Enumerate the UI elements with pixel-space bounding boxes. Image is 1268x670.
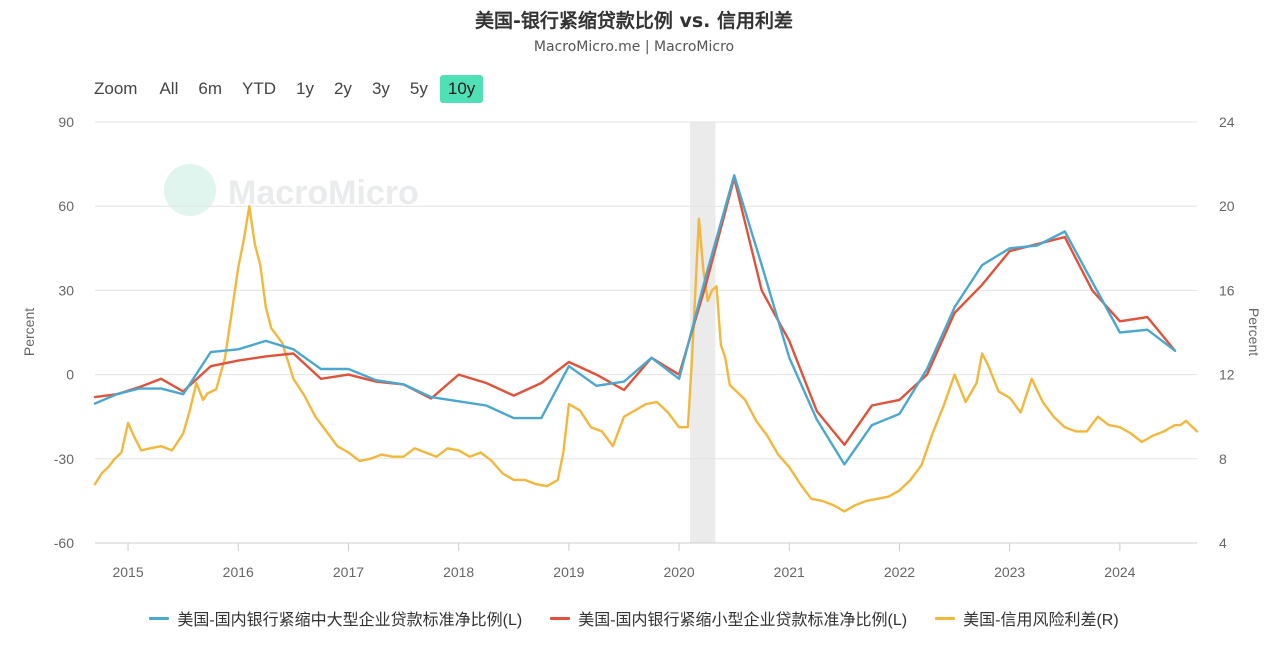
x-tick-label: 2016	[223, 564, 254, 580]
legend-swatch-large-firms	[149, 616, 170, 620]
x-tick-label: 2019	[553, 564, 584, 580]
zoom-button-1y[interactable]: 1y	[296, 79, 314, 98]
legend-swatch-credit-spread	[935, 616, 956, 620]
y-axis-right-label: Percent	[1246, 308, 1262, 356]
x-tick-label: 2018	[443, 564, 474, 580]
watermark: MacroMicro	[164, 164, 419, 216]
zoom-button-5y[interactable]: 5y	[409, 79, 428, 98]
zoom-button-ytd[interactable]: YTD	[242, 79, 276, 98]
series-line-small-firms	[93, 176, 1177, 446]
x-tick-label: 2021	[774, 564, 805, 580]
legend-swatch-small-firms	[550, 616, 571, 620]
y-left-tick-label: -30	[54, 451, 74, 467]
x-tick-label: 2024	[1104, 564, 1135, 580]
y-left-tick-label: 30	[58, 282, 74, 298]
chart-subtitle: MacroMicro.me | MacroMicro	[533, 39, 735, 55]
y-right-tick-label: 16	[1219, 282, 1235, 298]
zoom-button-2y[interactable]: 2y	[333, 79, 352, 98]
series-line-credit-spread	[93, 204, 1199, 513]
y-left-tick-label: 60	[58, 198, 74, 214]
zoom-toolbar: Zoom All 6m YTD 1y 2y 3y 5y 10y	[90, 74, 487, 104]
x-tick-label: 2015	[112, 564, 143, 580]
x-tick-label: 2023	[994, 564, 1025, 580]
x-tick-label: 2020	[663, 564, 694, 580]
y-right-tick-label: 8	[1219, 451, 1227, 467]
zoom-button-all[interactable]: All	[159, 79, 179, 98]
y-right-tick-label: 4	[1219, 535, 1227, 551]
legend-label-large-firms: 美国-国内银行紧缩中大型企业贷款标准净比例(L)	[177, 612, 523, 629]
zoom-button-6m[interactable]: 6m	[198, 79, 222, 98]
zoom-button-3y[interactable]: 3y	[371, 79, 390, 98]
legend-item-credit-spread[interactable]: 美国-信用风险利差(R)	[935, 606, 1119, 630]
legend-item-large-firms[interactable]: 美国-国内银行紧缩中大型企业贷款标准净比例(L)	[149, 606, 522, 630]
watermark-logo-icon	[164, 164, 216, 216]
legend-label-credit-spread: 美国-信用风险利差(R)	[963, 612, 1119, 629]
legend-item-small-firms[interactable]: 美国-国内银行紧缩小型企业贷款标准净比例(L)	[550, 606, 907, 630]
zoom-button-10y[interactable]: 10y	[439, 75, 484, 103]
y-right-tick-label: 12	[1219, 367, 1235, 383]
watermark-text: MacroMicro	[228, 174, 419, 212]
y-right-tick-label: 24	[1219, 114, 1235, 130]
legend-label-small-firms: 美国-国内银行紧缩小型企业贷款标准净比例(L)	[578, 612, 908, 629]
zoom-label: Zoom	[94, 79, 138, 98]
series-line-large-firms	[93, 174, 1177, 466]
y-right-tick-label: 20	[1219, 198, 1235, 214]
y-left-tick-label: 0	[66, 367, 74, 383]
y-left-tick-label: 90	[58, 114, 74, 130]
y-axis-left-label: Percent	[21, 308, 37, 356]
chart-title: 美国-银行紧缩贷款比例 vs. 信用利差	[474, 10, 794, 32]
chart-legend: 美国-国内银行紧缩中大型企业贷款标准净比例(L) 美国-国内银行紧缩小型企业贷款…	[0, 606, 1268, 630]
x-tick-label: 2017	[333, 564, 364, 580]
x-tick-label: 2022	[884, 564, 915, 580]
y-left-tick-label: -60	[54, 535, 74, 551]
